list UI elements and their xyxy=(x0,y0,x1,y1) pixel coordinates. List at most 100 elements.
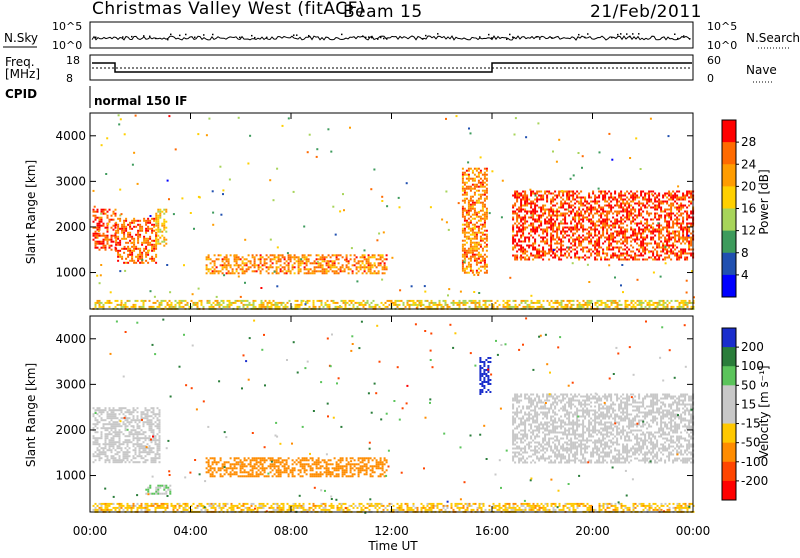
nsearch-point xyxy=(143,35,145,37)
nsearch-point xyxy=(293,34,295,36)
freq-panel: Freq. [MHz] 18 8 60 0 Nave xyxy=(5,54,777,85)
velocity-colorbar-tick-label: 50 xyxy=(741,378,756,392)
nsearch-point xyxy=(539,38,541,40)
power-colorbar-tick-label: 28 xyxy=(741,135,756,149)
velocity-data xyxy=(93,317,695,513)
nave-label: Nave xyxy=(746,63,777,77)
power-region xyxy=(115,218,157,264)
beam-label: Beam 15 xyxy=(343,2,423,22)
nsearch-point xyxy=(254,37,256,39)
power-colorbar-tick-label: 24 xyxy=(741,157,756,171)
nsearch-point xyxy=(674,33,676,35)
power-colorbar-tick-label: 4 xyxy=(741,268,749,282)
x-axis-label: Time UT xyxy=(367,539,418,553)
y-tick-label: 2000 xyxy=(55,220,86,234)
nsearch-point xyxy=(296,34,298,36)
nsearch-point xyxy=(371,37,373,39)
nsearch-point xyxy=(536,36,538,38)
nsearch-point xyxy=(386,38,388,40)
velocity-colorbar-swatch xyxy=(722,366,736,386)
cpid-panel: CPID normal 150 IF xyxy=(5,86,188,108)
nsearch-point xyxy=(611,37,613,39)
nsearch-point xyxy=(425,35,427,37)
nsearch-point xyxy=(512,36,514,38)
nsearch-point xyxy=(380,37,382,39)
nsearch-point xyxy=(626,33,628,35)
power-colorbar-tick-label: 8 xyxy=(741,246,749,260)
power-colorbar-swatch xyxy=(722,186,736,209)
nsearch-point xyxy=(167,39,169,41)
nsearch-point xyxy=(479,36,481,38)
velocity-colorbar-label: Velocity [m s⁻¹] xyxy=(757,365,771,458)
nsearch-point xyxy=(203,34,205,36)
y-tick-label: 2000 xyxy=(55,423,86,437)
nsearch-point xyxy=(362,35,364,37)
nsearch-point xyxy=(365,37,367,39)
nsky-trace xyxy=(92,33,691,40)
velocity-colorbar-swatch xyxy=(722,328,736,348)
power-colorbar-swatch xyxy=(722,275,736,298)
nsearch-point xyxy=(341,34,343,36)
nsearch-point xyxy=(620,33,622,35)
nsky-tick-bottom: 10^0 xyxy=(52,39,82,52)
freq-tick-bottom: 8 xyxy=(66,72,73,85)
velocity-region xyxy=(206,457,388,477)
nsearch-point xyxy=(578,34,580,36)
nave-tick-bottom: 0 xyxy=(707,72,714,85)
power-region xyxy=(512,191,694,261)
power-data xyxy=(93,114,696,310)
nsearch-point xyxy=(437,33,439,35)
nsearch-point xyxy=(638,33,640,35)
nsearch-point xyxy=(584,37,586,39)
y-tick-label: 4000 xyxy=(55,129,86,143)
power-colorbar-tick-label: 20 xyxy=(741,179,756,193)
nsky-line xyxy=(92,36,690,40)
power-colorbar-swatch xyxy=(722,120,736,143)
nsearch-point xyxy=(383,38,385,40)
nsearch-point xyxy=(629,36,631,38)
y-tick-label: 4000 xyxy=(55,332,86,346)
velocity-colorbar-swatch xyxy=(722,424,736,444)
x-tick-label: 00:00 xyxy=(73,524,108,538)
cpid-label: CPID xyxy=(5,87,37,101)
x-tick-label: 04:00 xyxy=(173,524,208,538)
nsearch-point xyxy=(251,35,253,37)
velocity-colorbar-tick-label: 15 xyxy=(741,397,756,411)
nsearch-point xyxy=(689,38,691,40)
velocity-region xyxy=(93,407,161,463)
y-tick-label: 1000 xyxy=(55,469,86,483)
power-y-label: Slant Range [km] xyxy=(24,160,38,264)
x-tick-label: 16:00 xyxy=(475,524,510,538)
nsearch-point xyxy=(170,34,172,36)
velocity-colorbar-swatch xyxy=(722,462,736,482)
x-tick-label: 12:00 xyxy=(374,524,409,538)
nsearch-point xyxy=(308,35,310,37)
cpid-text: normal 150 IF xyxy=(94,94,188,108)
velocity-colorbar-swatch xyxy=(722,347,736,367)
y-tick-label: 1000 xyxy=(55,266,86,280)
nsearch-point xyxy=(212,34,214,36)
nsearch-point xyxy=(551,37,553,39)
y-tick-label: 3000 xyxy=(55,377,86,391)
velocity-colorbar-tick-label: -200 xyxy=(741,474,768,488)
nsearch-tick-top: 10^5 xyxy=(707,20,737,33)
nsearch-point xyxy=(179,35,181,37)
velocity-y-label: Slant Range [km] xyxy=(24,363,38,467)
velocity-region xyxy=(512,394,694,464)
power-colorbar-tick-label: 16 xyxy=(741,202,756,216)
station-title: Christmas Valley West (fitACF) xyxy=(92,0,365,19)
x-tick-label: 20:00 xyxy=(575,524,610,538)
nsearch-point xyxy=(368,36,370,38)
nave-tick-top: 60 xyxy=(707,54,721,67)
nsearch-point xyxy=(266,37,268,39)
power-colorbar-swatch xyxy=(722,253,736,276)
velocity-panel: 1000 2000 3000 4000 Slant Range [km] xyxy=(24,316,695,514)
nsearch-point xyxy=(194,37,196,39)
velocity-region xyxy=(479,357,491,395)
velocity-region xyxy=(93,503,695,513)
velocity-colorbar-swatch xyxy=(722,481,736,501)
velocity-colorbar-tick-label: 200 xyxy=(741,340,764,354)
